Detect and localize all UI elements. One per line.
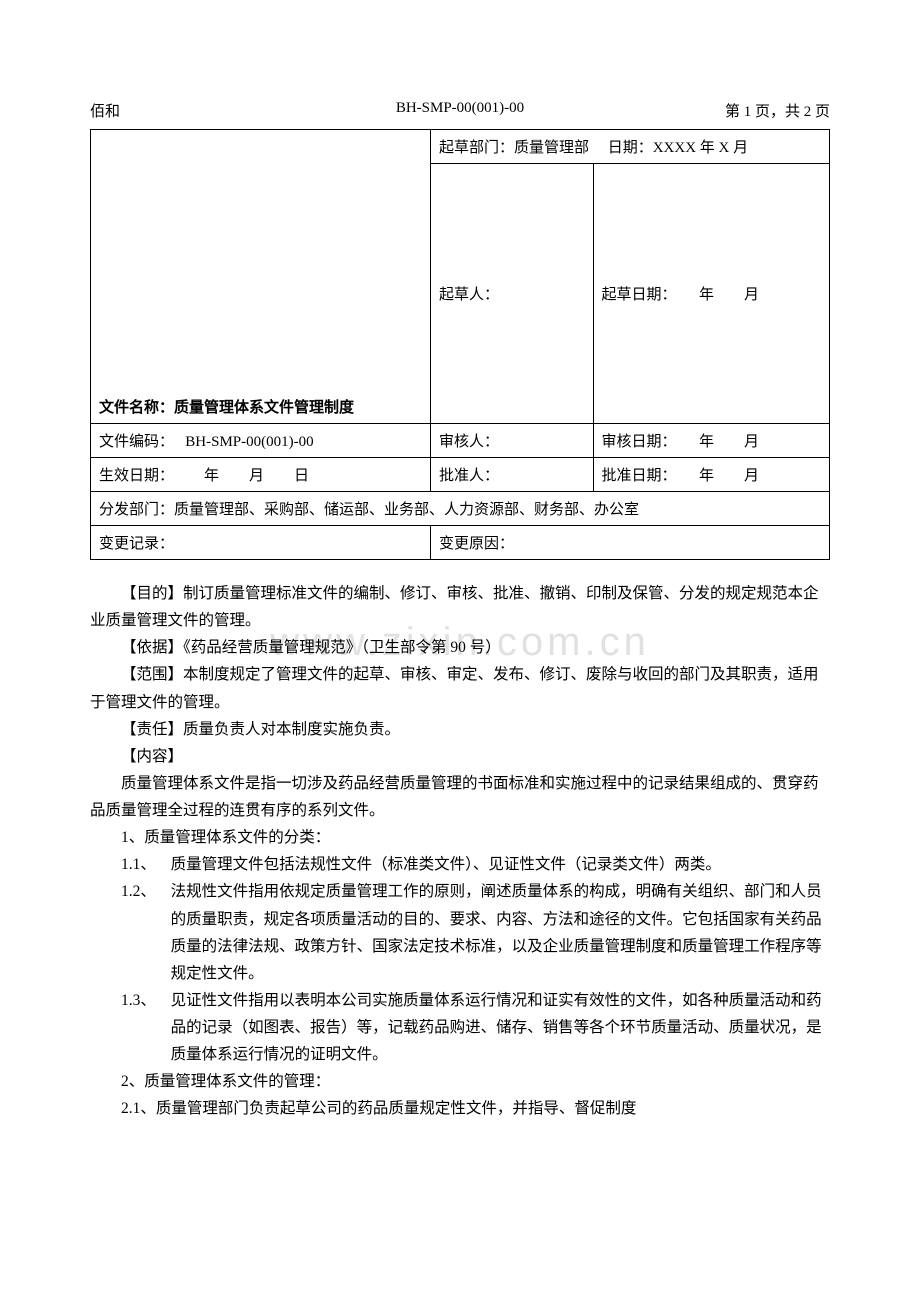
scope-text: 本制度规定了管理文件的起草、审核、审定、发布、修订、废除与收回的部门及其职责，适…	[90, 666, 819, 710]
item-1-1-num: 1.1、	[90, 851, 171, 878]
document-form-table: 文件名称：质量管理体系文件管理制度 起草部门：质量管理部 日期：XXXX 年 X…	[90, 129, 830, 560]
scope-label: 【范围】	[121, 666, 183, 683]
item-1-3: 1.3、 见证性文件指用以表明本公司实施质量体系运行情况和证实有效性的文件，如各…	[90, 987, 830, 1068]
intro-para: 质量管理体系文件是指一切涉及药品经营质量管理的书面标准和实施过程中的记录结果组成…	[90, 770, 830, 824]
purpose-para: 【目的】制订质量管理标准文件的编制、修订、审核、批准、撤销、印制及保管、分发的规…	[90, 580, 830, 634]
effective-date-label: 生效日期：	[99, 468, 174, 484]
draft-dept: 起草部门：质量管理部	[439, 140, 589, 156]
file-name-value: 质量管理体系文件管理制度	[174, 400, 354, 416]
basis-para: 【依据】《药品经营质量管理规范》（卫生部令第 90 号）	[90, 634, 830, 661]
section1-title: 1、质量管理体系文件的分类：	[90, 824, 830, 851]
drafter-label: 起草人：	[439, 287, 499, 303]
item-1-2-num: 1.2、	[90, 878, 171, 987]
responsibility-label: 【责任】	[121, 721, 183, 738]
effective-date-value: 年 月 日	[204, 468, 309, 484]
date-label: 日期：XXXX 年 X 月	[608, 140, 748, 156]
scope-para: 【范围】本制度规定了管理文件的起草、审核、审定、发布、修订、废除与收回的部门及其…	[90, 661, 830, 715]
draft-date: 起草日期： 年 月	[602, 287, 760, 303]
header-doc-code: BH-SMP-00(001)-00	[337, 100, 584, 121]
purpose-text: 制订质量管理标准文件的编制、修订、审核、批准、撤销、印制及保管、分发的规定规范本…	[90, 585, 819, 629]
basis-label: 【依据】	[121, 639, 183, 656]
responsibility-para: 【责任】质量负责人对本制度实施负责。	[90, 716, 830, 743]
purpose-label: 【目的】	[121, 585, 183, 602]
change-record-label: 变更记录：	[99, 536, 174, 552]
section2-title: 2、质量管理体系文件的管理：	[90, 1068, 830, 1095]
responsibility-text: 质量负责人对本制度实施负责。	[183, 721, 400, 738]
review-date: 审核日期： 年 月	[602, 434, 760, 450]
item-1-3-text: 见证性文件指用以表明本公司实施质量体系运行情况和证实有效性的文件，如各种质量活动…	[171, 987, 830, 1068]
file-name-label: 文件名称：	[99, 400, 174, 416]
approve-date: 批准日期： 年 月	[602, 468, 760, 484]
approver-label: 批准人：	[439, 468, 499, 484]
header-page-info: 第 1 页，共 2 页	[583, 100, 830, 121]
distribute-depts: 分发部门：质量管理部、采购部、储运部、业务部、人力资源部、财务部、办公室	[99, 502, 639, 518]
item-1-2: 1.2、 法规性文件指用依规定质量管理工作的原则，阐述质量体系的构成，明确有关组…	[90, 878, 830, 987]
basis-text: 《药品经营质量管理规范》（卫生部令第 90 号）	[183, 639, 501, 656]
change-reason-label: 变更原因：	[439, 536, 514, 552]
document-body: 【目的】制订质量管理标准文件的编制、修订、审核、批准、撤销、印制及保管、分发的规…	[90, 580, 830, 1123]
item-1-1: 1.1、 质量管理文件包括法规性文件（标准类文件）、见证性文件（记录类文件）两类…	[90, 851, 830, 878]
item-1-3-num: 1.3、	[90, 987, 171, 1068]
content-label: 【内容】	[121, 748, 183, 765]
item-1-2-text: 法规性文件指用依规定质量管理工作的原则，阐述质量体系的构成，明确有关组织、部门和…	[171, 878, 830, 987]
file-code-label: 文件编码：	[99, 434, 174, 450]
file-code-value: BH-SMP-00(001)-00	[185, 434, 313, 450]
item-2-1: 2.1、质量管理部门负责起草公司的药品质量规定性文件，并指导、督促制度	[90, 1095, 830, 1122]
reviewer-label: 审核人：	[439, 434, 499, 450]
page-header: 佰和 BH-SMP-00(001)-00 第 1 页，共 2 页	[90, 100, 830, 121]
item-1-1-text: 质量管理文件包括法规性文件（标准类文件）、见证性文件（记录类文件）两类。	[171, 851, 830, 878]
header-company: 佰和	[90, 100, 337, 121]
content-label-para: 【内容】	[90, 743, 830, 770]
